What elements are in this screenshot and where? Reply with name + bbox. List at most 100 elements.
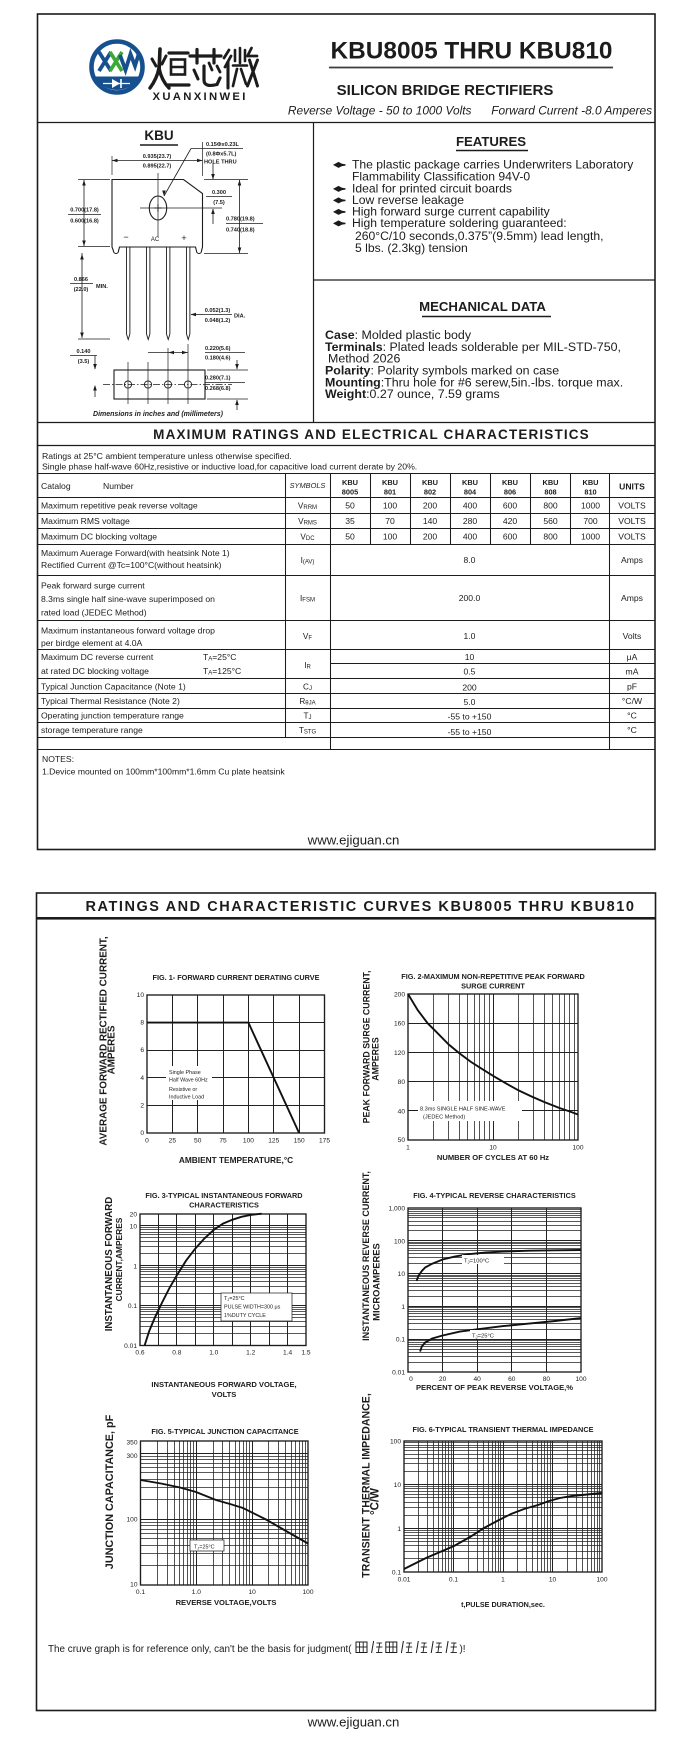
svg-text:AMPERES: AMPERES <box>371 1037 381 1081</box>
svg-text:200: 200 <box>423 501 438 511</box>
svg-text:VRMS: VRMS <box>298 517 317 526</box>
svg-text:Flammability Classification 94: Flammability Classification 94V-0 <box>352 170 530 184</box>
svg-text:VDC: VDC <box>300 533 315 542</box>
svg-text:100: 100 <box>383 532 398 542</box>
svg-text:200: 200 <box>462 683 477 693</box>
svg-text:1000: 1000 <box>581 532 600 542</box>
svg-text:KBU: KBU <box>144 128 173 143</box>
svg-text:100: 100 <box>243 1138 254 1145</box>
svg-text:10: 10 <box>137 992 145 999</box>
svg-text:CURRENT,AMPERES: CURRENT,AMPERES <box>114 1217 124 1301</box>
svg-text:IR: IR <box>304 661 311 670</box>
svg-text:°C: °C <box>627 711 637 721</box>
svg-text:1.2: 1.2 <box>246 1350 255 1357</box>
svg-text:100: 100 <box>383 501 398 511</box>
svg-text:1.4: 1.4 <box>283 1350 292 1357</box>
svg-text:0: 0 <box>409 1376 413 1383</box>
svg-text:10: 10 <box>248 1589 256 1596</box>
svg-text:125: 125 <box>268 1138 279 1145</box>
svg-text:(0.8Φx5.7L): (0.8Φx5.7L) <box>206 152 237 158</box>
svg-text:10: 10 <box>549 1577 557 1584</box>
svg-text:600: 600 <box>503 532 518 542</box>
svg-text:www.ejiguan.cn: www.ejiguan.cn <box>307 833 400 848</box>
svg-text:Typical Junction Capacitance (: Typical Junction Capacitance (Note 1) <box>41 682 186 692</box>
svg-text:802: 802 <box>424 488 436 497</box>
svg-text:280: 280 <box>463 516 478 526</box>
svg-text:TA=125°C: TA=125°C <box>203 666 241 676</box>
svg-text:HOLE THRU: HOLE THRU <box>204 160 237 166</box>
svg-text:1.0: 1.0 <box>209 1350 218 1357</box>
svg-text:0.8: 0.8 <box>172 1350 181 1357</box>
svg-text:0.300: 0.300 <box>212 190 226 196</box>
svg-text:1000: 1000 <box>581 501 600 511</box>
svg-text:20: 20 <box>130 1212 138 1219</box>
svg-text:140: 140 <box>423 516 438 526</box>
svg-text:10: 10 <box>465 652 475 662</box>
svg-text:High forward surge current cap: High forward surge current capability <box>352 205 551 219</box>
svg-text:FIG. 2-MAXIMUM NON-REPETITIVE: FIG. 2-MAXIMUM NON-REPETITIVE PEAK FORWA… <box>401 972 585 981</box>
svg-text:The cruve graph is for referen: The cruve graph is for reference only, c… <box>48 1644 352 1655</box>
svg-text:TJ=25°C: TJ=25°C <box>472 1334 494 1340</box>
svg-text:FIG. 6-TYPICAL TRANSIENT THERM: FIG. 6-TYPICAL TRANSIENT THERMAL IMPEDAN… <box>413 1425 594 1434</box>
svg-text:0.280(7.1): 0.280(7.1) <box>205 376 231 382</box>
svg-text:pF: pF <box>627 682 637 692</box>
svg-text:1.5: 1.5 <box>301 1350 310 1357</box>
svg-text:Catalog: Catalog <box>41 481 71 491</box>
svg-text:700: 700 <box>583 516 598 526</box>
svg-text:0.1: 0.1 <box>136 1589 145 1596</box>
svg-text:0.895(22.7): 0.895(22.7) <box>143 164 172 170</box>
svg-text:2: 2 <box>140 1102 144 1109</box>
svg-text:FIG. 3-TYPICAL INSTANTANEOUS F: FIG. 3-TYPICAL INSTANTANEOUS FORWARD <box>145 1191 302 1200</box>
svg-text:°C/W: °C/W <box>622 696 643 706</box>
svg-text:Maximum Auerage Forward(with h: Maximum Auerage Forward(with heatsink No… <box>41 548 230 558</box>
svg-text:8: 8 <box>140 1020 144 1027</box>
svg-text:Maximum RMS voltage: Maximum RMS voltage <box>41 516 130 526</box>
svg-text:800: 800 <box>543 532 558 542</box>
svg-text:I(AV): I(AV) <box>301 556 315 565</box>
svg-text:200.0: 200.0 <box>459 593 481 603</box>
svg-text:REVERSE VOLTAGE,VOLTS: REVERSE VOLTAGE,VOLTS <box>176 1598 277 1607</box>
svg-text:TA=25°C: TA=25°C <box>203 652 237 662</box>
svg-text:(JEDEC Method): (JEDEC Method) <box>423 1115 465 1121</box>
svg-text:FIG. 5-TYPICAL JUNCTION CAPACI: FIG. 5-TYPICAL JUNCTION CAPACITANCE <box>151 1427 298 1436</box>
svg-text:300: 300 <box>126 1453 137 1460</box>
svg-text:Ideal for printed circuit boar: Ideal for printed circuit boards <box>352 182 512 196</box>
svg-text:0.1: 0.1 <box>128 1303 137 1310</box>
svg-text:100: 100 <box>394 1238 405 1245</box>
svg-text:KBU: KBU <box>582 478 598 487</box>
svg-text:1.Device mounted on 100mm*100m: 1.Device mounted on 100mm*100mm*1.6mm Cu… <box>42 767 285 777</box>
svg-text:Low reverse leakage: Low reverse leakage <box>352 193 464 207</box>
svg-text:70: 70 <box>385 516 395 526</box>
svg-text:at rated DC blocking voltage: at rated DC blocking voltage <box>41 666 149 676</box>
svg-text:SURGE CURRENT: SURGE CURRENT <box>461 982 525 991</box>
svg-text:804: 804 <box>464 488 477 497</box>
svg-text:VOLTS: VOLTS <box>618 532 646 542</box>
svg-text:25: 25 <box>169 1138 177 1145</box>
svg-text:1,000: 1,000 <box>388 1206 405 1213</box>
svg-text:TJ: TJ <box>303 712 311 721</box>
svg-text:XUANXINWEI: XUANXINWEI <box>153 91 248 103</box>
svg-text:mA: mA <box>626 667 639 677</box>
svg-text:VOLTS: VOLTS <box>212 1390 237 1399</box>
svg-text:200: 200 <box>423 532 438 542</box>
svg-text:Volts: Volts <box>623 631 642 641</box>
svg-text:NUMBER OF CYCLES AT 60 Hz: NUMBER OF CYCLES AT 60 Hz <box>437 1153 549 1162</box>
svg-text:0.268(6.8): 0.268(6.8) <box>205 386 231 392</box>
svg-text:FIG. 1- FORWARD CURRENT DERATI: FIG. 1- FORWARD CURRENT DERATING CURVE <box>152 973 319 982</box>
svg-text:1: 1 <box>133 1263 137 1270</box>
svg-text:VRRM: VRRM <box>298 502 317 511</box>
svg-text:FEATURES: FEATURES <box>456 134 526 149</box>
svg-text:RθJA: RθJA <box>299 697 315 706</box>
svg-text:1.0: 1.0 <box>192 1589 201 1596</box>
svg-text:5 lbs. (2.3kg) tension: 5 lbs. (2.3kg) tension <box>355 241 468 255</box>
svg-text:8.0: 8.0 <box>464 555 476 565</box>
svg-text:0.052(1.3): 0.052(1.3) <box>205 308 231 314</box>
svg-text:10: 10 <box>489 1145 497 1152</box>
svg-text:600: 600 <box>503 501 518 511</box>
svg-text:806: 806 <box>504 488 516 497</box>
svg-text:TJ=25°C: TJ=25°C <box>224 1296 245 1302</box>
svg-text:Peak forward surge current: Peak forward surge current <box>41 581 145 591</box>
svg-text:50: 50 <box>398 1137 406 1144</box>
svg-text:VOLTS: VOLTS <box>618 516 646 526</box>
svg-text:www.ejiguan.cn: www.ejiguan.cn <box>307 1715 400 1730</box>
